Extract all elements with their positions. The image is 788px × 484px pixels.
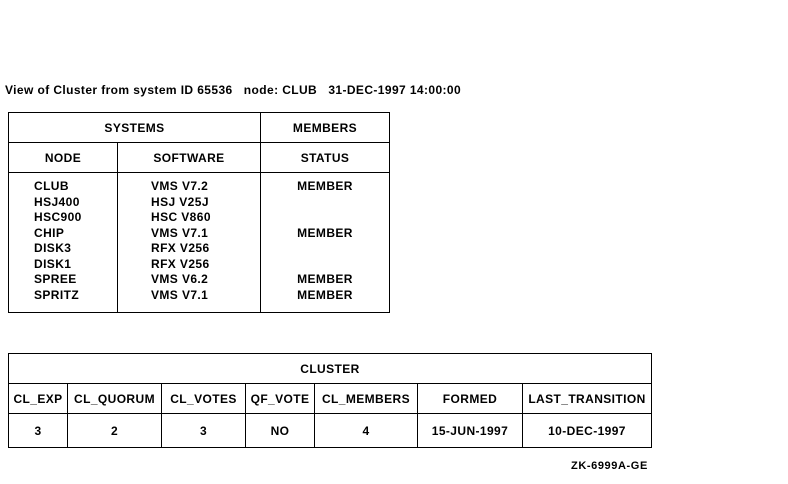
group-header-members: MEMBERS [260, 112, 390, 143]
software-column-values: VMS V7.2 HSJ V25J HSC V860 VMS V7.1 RFX … [117, 172, 261, 313]
membership-column-header-row: NODE SOFTWARE STATUS [8, 142, 390, 173]
node-value: SPREE [34, 272, 77, 286]
column-header-status: STATUS [260, 142, 390, 173]
node-value: DISK1 [34, 256, 72, 271]
status-column-values: MEMBER MEMBER MEMBER MEMBER [260, 172, 390, 313]
column-header-software: SOFTWARE [117, 142, 261, 173]
status-value [262, 210, 389, 226]
cl-votes-value: 3 [161, 413, 246, 448]
membership-body-row: CLUB HSJ400 HSC900 CHIP DISK3 DISK1 SPRE… [8, 172, 390, 313]
status-value: MEMBER [297, 272, 353, 286]
column-header-formed: FORMED [417, 383, 523, 414]
column-header-qf-vote: QF_VOTE [245, 383, 315, 414]
column-header-last-transition: LAST_TRANSITION [522, 383, 652, 414]
software-value: HSJ V25J [151, 194, 209, 209]
cl-exp-value: 3 [8, 413, 68, 448]
cl-quorum-value: 2 [67, 413, 162, 448]
node-value: DISK3 [34, 241, 72, 255]
last-transition-value: 10-DEC-1997 [522, 413, 652, 448]
group-header-systems: SYSTEMS [8, 112, 261, 143]
status-value: MEMBER [297, 287, 353, 302]
node-value: HSJ400 [34, 194, 80, 209]
node-value: CHIP [34, 225, 65, 240]
node-value: HSC900 [34, 210, 82, 224]
column-header-cl-exp: CL_EXP [8, 383, 68, 414]
membership-table: SYSTEMS MEMBERS NODE SOFTWARE STATUS CLU… [8, 112, 390, 313]
cluster-title-row: CLUSTER [8, 353, 652, 384]
cluster-table-title: CLUSTER [8, 353, 652, 384]
status-value [262, 241, 389, 257]
status-value: MEMBER [297, 225, 353, 240]
formed-value: 15-JUN-1997 [417, 413, 523, 448]
software-value: HSC V860 [151, 210, 211, 224]
software-value: VMS V7.2 [151, 179, 209, 193]
cluster-table: CLUSTER CL_EXP CL_QUORUM CL_VOTES QF_VOT… [8, 353, 652, 448]
cluster-value-row: 3 2 3 NO 4 15-JUN-1997 10-DEC-1997 [8, 413, 652, 448]
cluster-column-header-row: CL_EXP CL_QUORUM CL_VOTES QF_VOTE CL_MEM… [8, 383, 652, 414]
software-value: RFX V256 [151, 241, 210, 255]
node-value: CLUB [34, 179, 69, 193]
cl-members-value: 4 [314, 413, 418, 448]
software-value: VMS V6.2 [151, 272, 209, 286]
column-header-cl-quorum: CL_QUORUM [67, 383, 162, 414]
software-value: VMS V7.1 [151, 225, 209, 240]
column-header-node: NODE [8, 142, 118, 173]
node-value: SPRITZ [34, 287, 80, 302]
status-value [262, 195, 389, 211]
software-value: VMS V7.1 [151, 287, 209, 302]
page-title: View of Cluster from system ID 65536 nod… [5, 83, 462, 97]
status-value: MEMBER [297, 179, 353, 193]
figure-label: ZK-6999A-GE [571, 460, 648, 472]
membership-group-header-row: SYSTEMS MEMBERS [8, 112, 390, 143]
node-column-values: CLUB HSJ400 HSC900 CHIP DISK3 DISK1 SPRE… [8, 172, 118, 313]
column-header-cl-votes: CL_VOTES [161, 383, 246, 414]
software-value: RFX V256 [151, 256, 210, 271]
status-value [262, 257, 389, 273]
qf-vote-value: NO [245, 413, 315, 448]
column-header-cl-members: CL_MEMBERS [314, 383, 418, 414]
